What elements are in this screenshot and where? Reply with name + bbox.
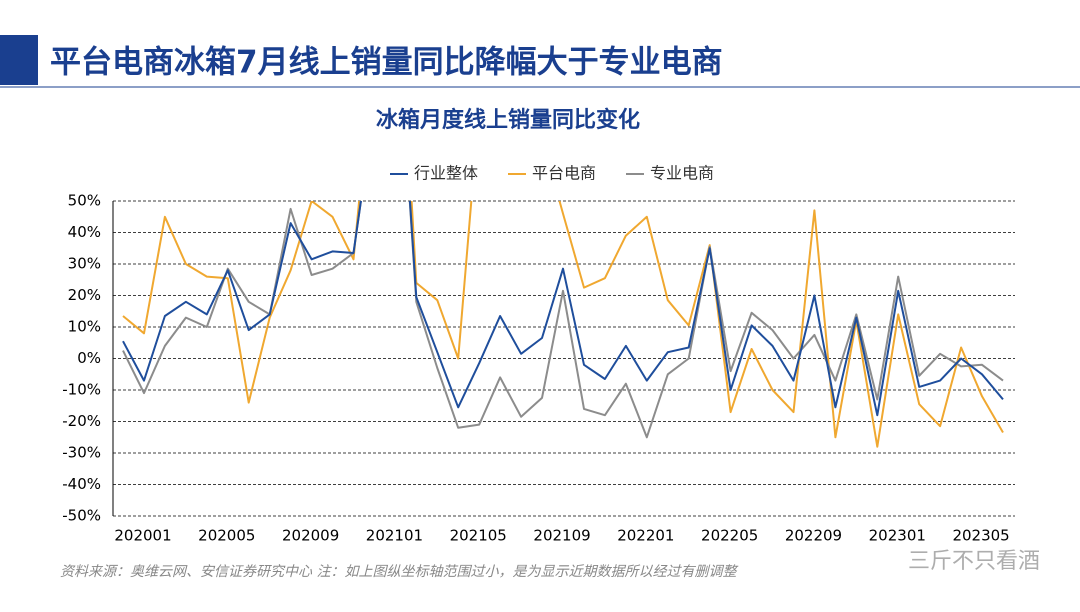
plot-area (122, 201, 1004, 448)
y-tick-label: -20% (62, 412, 101, 430)
y-tick-label: -50% (62, 507, 101, 525)
y-tick-label: 20% (68, 286, 101, 304)
y-tick-label: 30% (68, 255, 101, 273)
x-tick-label: 202105 (450, 527, 507, 545)
y-tick-label: -40% (62, 475, 101, 493)
footnote: 资料来源：奥维云网、安信证券研究中心 注：如上图纵坐标轴范围过小，是为显示近期数… (60, 564, 738, 580)
x-tick-label: 202301 (869, 527, 926, 545)
y-tick-label: 0% (77, 349, 101, 367)
header-mark (0, 35, 38, 85)
x-tick-label: 202209 (785, 527, 842, 545)
y-tick-label: -30% (62, 444, 101, 462)
slide-title: 平台电商冰箱7月线上销量同比降幅大于专业电商 (50, 45, 723, 81)
y-tick-label: 40% (68, 223, 101, 241)
y-tick-label: 10% (68, 318, 101, 336)
y-tick-label: -10% (62, 381, 101, 399)
x-tick-label: 202205 (701, 527, 758, 545)
legend-label: 平台电商 (532, 164, 596, 183)
watermark: 三斤不只看酒 (908, 549, 1040, 574)
x-tick-label: 202109 (533, 527, 590, 545)
chart-title: 冰箱月度线上销量同比变化 (376, 107, 640, 133)
x-tick-label: 202001 (114, 527, 171, 545)
x-tick-label: 202201 (617, 527, 674, 545)
x-tick-label: 202009 (282, 527, 339, 545)
legend-label: 专业电商 (650, 164, 714, 183)
x-tick-label: 202005 (198, 527, 255, 545)
x-tick-label: 202101 (366, 527, 423, 545)
y-tick-label: 50% (68, 192, 101, 210)
x-tick-label: 202305 (952, 527, 1009, 545)
legend-label: 行业整体 (414, 164, 478, 183)
line-series (122, 201, 1004, 417)
